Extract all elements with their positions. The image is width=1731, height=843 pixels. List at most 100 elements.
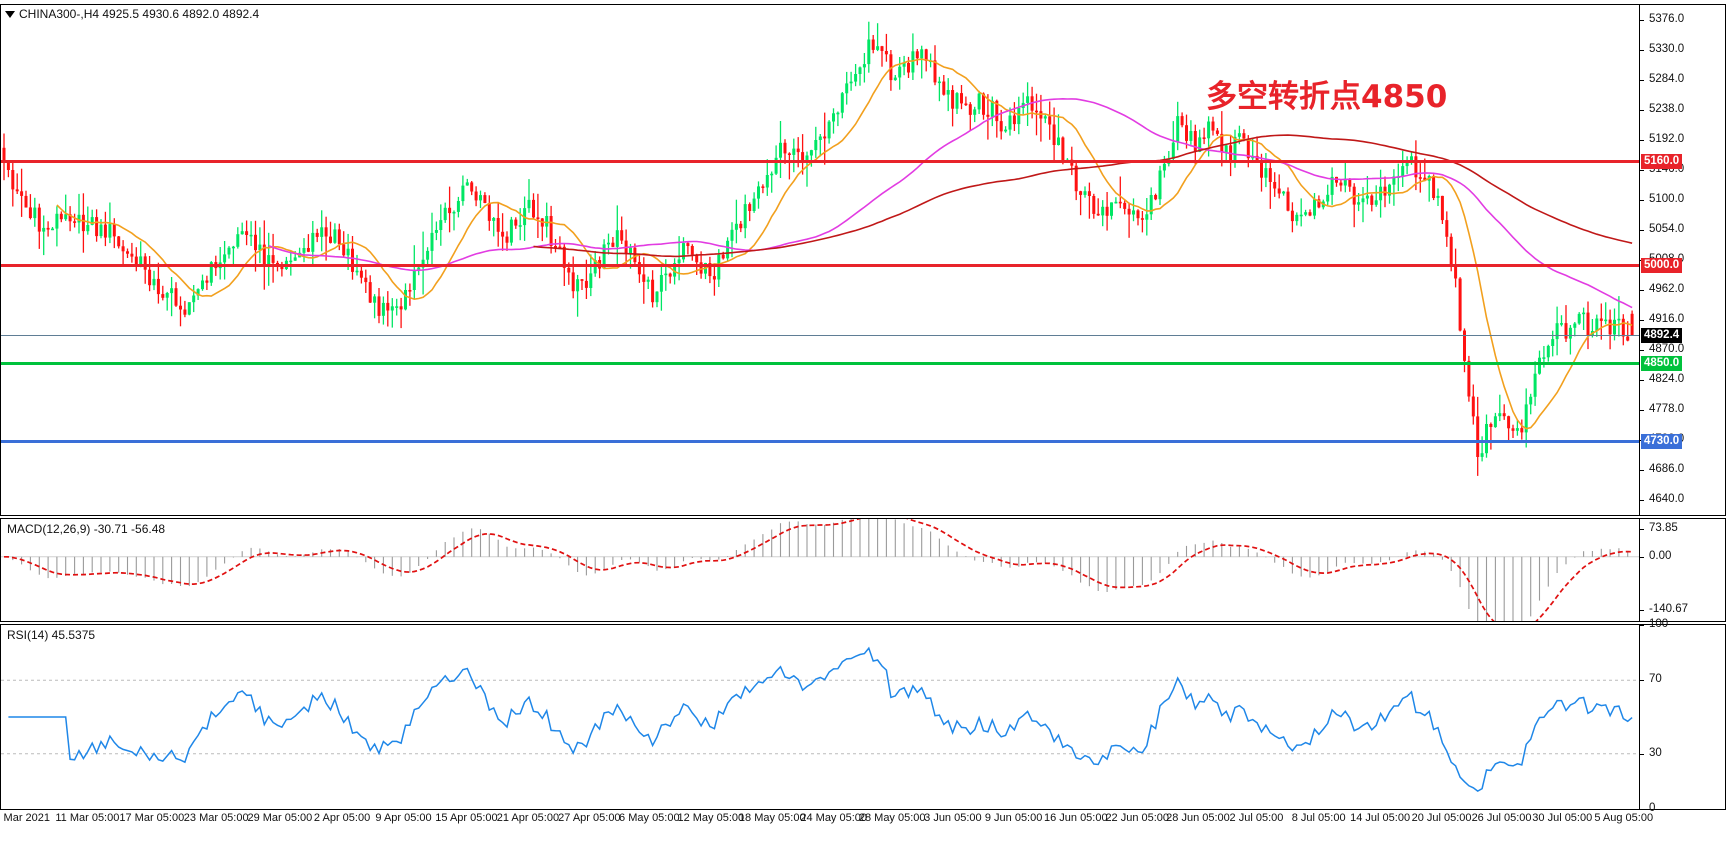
- tick-mark: [1640, 809, 1644, 810]
- time-axis-label: 23 Mar 05:00: [183, 812, 249, 824]
- tick-mark: [1640, 140, 1644, 141]
- time-axis-label: 14 Jul 05:00: [1350, 812, 1411, 824]
- tick-mark: [1640, 110, 1644, 111]
- tick-mark: [1640, 625, 1644, 626]
- price-level-line[interactable]: [1, 335, 1639, 337]
- collapse-arrow-icon[interactable]: [5, 11, 15, 18]
- time-axis-label: 5 Mar 2021: [0, 812, 51, 824]
- macd-tick-label: 73.85: [1649, 521, 1678, 534]
- price-level-tag[interactable]: 5000.0: [1641, 258, 1683, 274]
- tick-mark: [1640, 410, 1644, 411]
- time-axis-label: 20 Jul 05:00: [1411, 812, 1472, 824]
- macd-series: [1, 519, 1639, 621]
- time-axis-label: 24 May 05:00: [800, 812, 868, 824]
- tick-mark: [1640, 556, 1644, 558]
- time-axis-label: 29 Mar 05:00: [247, 812, 313, 824]
- time-axis-label: 27 Apr 05:00: [558, 812, 621, 824]
- tick-mark: [1640, 320, 1644, 321]
- price-tick-label: 5330.0: [1649, 43, 1685, 55]
- rsi-panel-label: RSI(14) 45.5375: [7, 628, 96, 642]
- price-tick-label: 5238.0: [1649, 103, 1685, 115]
- tick-mark: [1640, 230, 1644, 231]
- tick-mark: [1640, 500, 1644, 501]
- tick-mark: [1640, 380, 1644, 381]
- price-level-line[interactable]: [1, 159, 1639, 163]
- time-axis-label: 9 Apr 05:00: [375, 812, 432, 824]
- candlestick-series: [2, 21, 1634, 476]
- price-plot-area[interactable]: [1, 5, 1639, 515]
- price-level-line[interactable]: [1, 440, 1639, 444]
- tick-mark: [1640, 470, 1644, 471]
- price-tick-label: 4962.0: [1649, 283, 1685, 295]
- price-level-tag[interactable]: 4850.0: [1641, 356, 1683, 372]
- chart-annotation: 多空转折点4850: [1206, 79, 1448, 115]
- time-axis-label: 6 May 05:00: [619, 812, 680, 824]
- tick-mark: [1640, 20, 1644, 21]
- time-axis-label: 12 May 05:00: [677, 812, 745, 824]
- time-axis-label: 11 Mar 05:00: [55, 812, 120, 824]
- time-axis-label: 28 Jun 05:00: [1166, 812, 1230, 824]
- tick-mark: [1640, 753, 1644, 755]
- price-tick-label: 5100.0: [1649, 193, 1685, 205]
- tick-mark: [1640, 170, 1644, 171]
- time-axis-label: 22 Jun 05:00: [1105, 812, 1170, 824]
- tick-mark: [1640, 528, 1644, 530]
- price-tick-label: 4870.0: [1649, 343, 1685, 355]
- rsi-tick-label: 30: [1649, 746, 1662, 759]
- time-axis-label: 21 Apr 05:00: [496, 812, 560, 824]
- time-axis-label: 15 Apr 05:00: [435, 812, 498, 824]
- rsi-tick-label: 100: [1649, 618, 1669, 630]
- tick-mark: [1640, 80, 1644, 81]
- price-tick-label: 4686.0: [1649, 463, 1685, 475]
- time-axis-label: 2 Jul 05:00: [1229, 812, 1284, 824]
- tick-mark: [1640, 350, 1644, 351]
- price-axis[interactable]: 5376.0 5330.0 5284.0 5238.0 5192.0 5146.0 5100…: [1639, 5, 1725, 515]
- time-axis-label: 16 Jun 05:00: [1043, 812, 1108, 824]
- rsi-plot-area[interactable]: [1, 625, 1639, 809]
- price-level-tag[interactable]: 5160.0: [1641, 153, 1683, 169]
- time-axis-label: 28 May 05:00: [858, 812, 926, 824]
- price-chart-panel[interactable]: CHINA300-,H4 4925.5 4930.6 4892.0 4892.4…: [0, 4, 1726, 516]
- price-tick-label: 5054.0: [1649, 223, 1685, 235]
- rsi-line: [8, 646, 1633, 792]
- time-axis-label: 30 Jul 05:00: [1532, 812, 1593, 824]
- macd-panel[interactable]: MACD(12,26,9) -30.71 -56.48 73.85 0.00 -14…: [0, 518, 1726, 622]
- time-axis-label: 8 Jul 05:00: [1291, 812, 1346, 824]
- macd-tick-label: -140.67: [1649, 602, 1689, 615]
- macd-signal-line: [3, 519, 1633, 621]
- rsi-tick-label: 70: [1649, 673, 1662, 686]
- ma-magenta-line: [268, 97, 1633, 309]
- time-axis-label: 2 Apr 05:00: [313, 812, 371, 824]
- time-axis-label: 3 Jun 05:00: [924, 812, 982, 824]
- macd-axis[interactable]: 73.85 0.00 -140.67: [1639, 519, 1725, 621]
- tick-mark: [1640, 200, 1644, 201]
- time-axis-label: 9 Jun 05:00: [984, 812, 1043, 824]
- rsi-series: [1, 646, 1639, 792]
- time-axis-label: 18 May 05:00: [738, 812, 806, 824]
- time-axis-label: 5 Aug 05:00: [1594, 812, 1654, 824]
- macd-plot-area[interactable]: [1, 519, 1639, 621]
- price-tick-label: 4916.0: [1649, 313, 1685, 325]
- tick-mark: [1640, 680, 1644, 682]
- rsi-panel[interactable]: RSI(14) 45.5375 100 70 30 0: [0, 618, 1726, 814]
- rsi-tick-label: 0: [1649, 802, 1656, 814]
- price-tick-label: 5192.0: [1649, 133, 1685, 145]
- time-axis-label: 26 Jul 05:00: [1471, 812, 1532, 824]
- tick-mark: [1640, 290, 1644, 291]
- price-tick-label: 5376.0: [1649, 13, 1685, 25]
- price-tick-label: 4824.0: [1649, 373, 1685, 385]
- rsi-axis[interactable]: 100 70 30 0: [1639, 618, 1725, 814]
- macd-panel-label: MACD(12,26,9) -30.71 -56.48: [7, 522, 166, 536]
- price-tick-label: 4778.0: [1649, 403, 1685, 415]
- price-level-line[interactable]: [1, 362, 1639, 366]
- price-level-tag[interactable]: 4892.4: [1641, 328, 1683, 344]
- price-tick-label: 4640.0: [1649, 493, 1685, 505]
- time-axis-label: 17 Mar 05:00: [119, 812, 185, 824]
- tick-mark: [1640, 609, 1644, 611]
- price-level-line[interactable]: [1, 264, 1639, 268]
- price-level-tag[interactable]: 4730.0: [1641, 434, 1683, 450]
- macd-tick-label: 0.00: [1649, 549, 1672, 562]
- price-panel-label: CHINA300-,H4 4925.5 4930.6 4892.0 4892.4: [19, 7, 260, 21]
